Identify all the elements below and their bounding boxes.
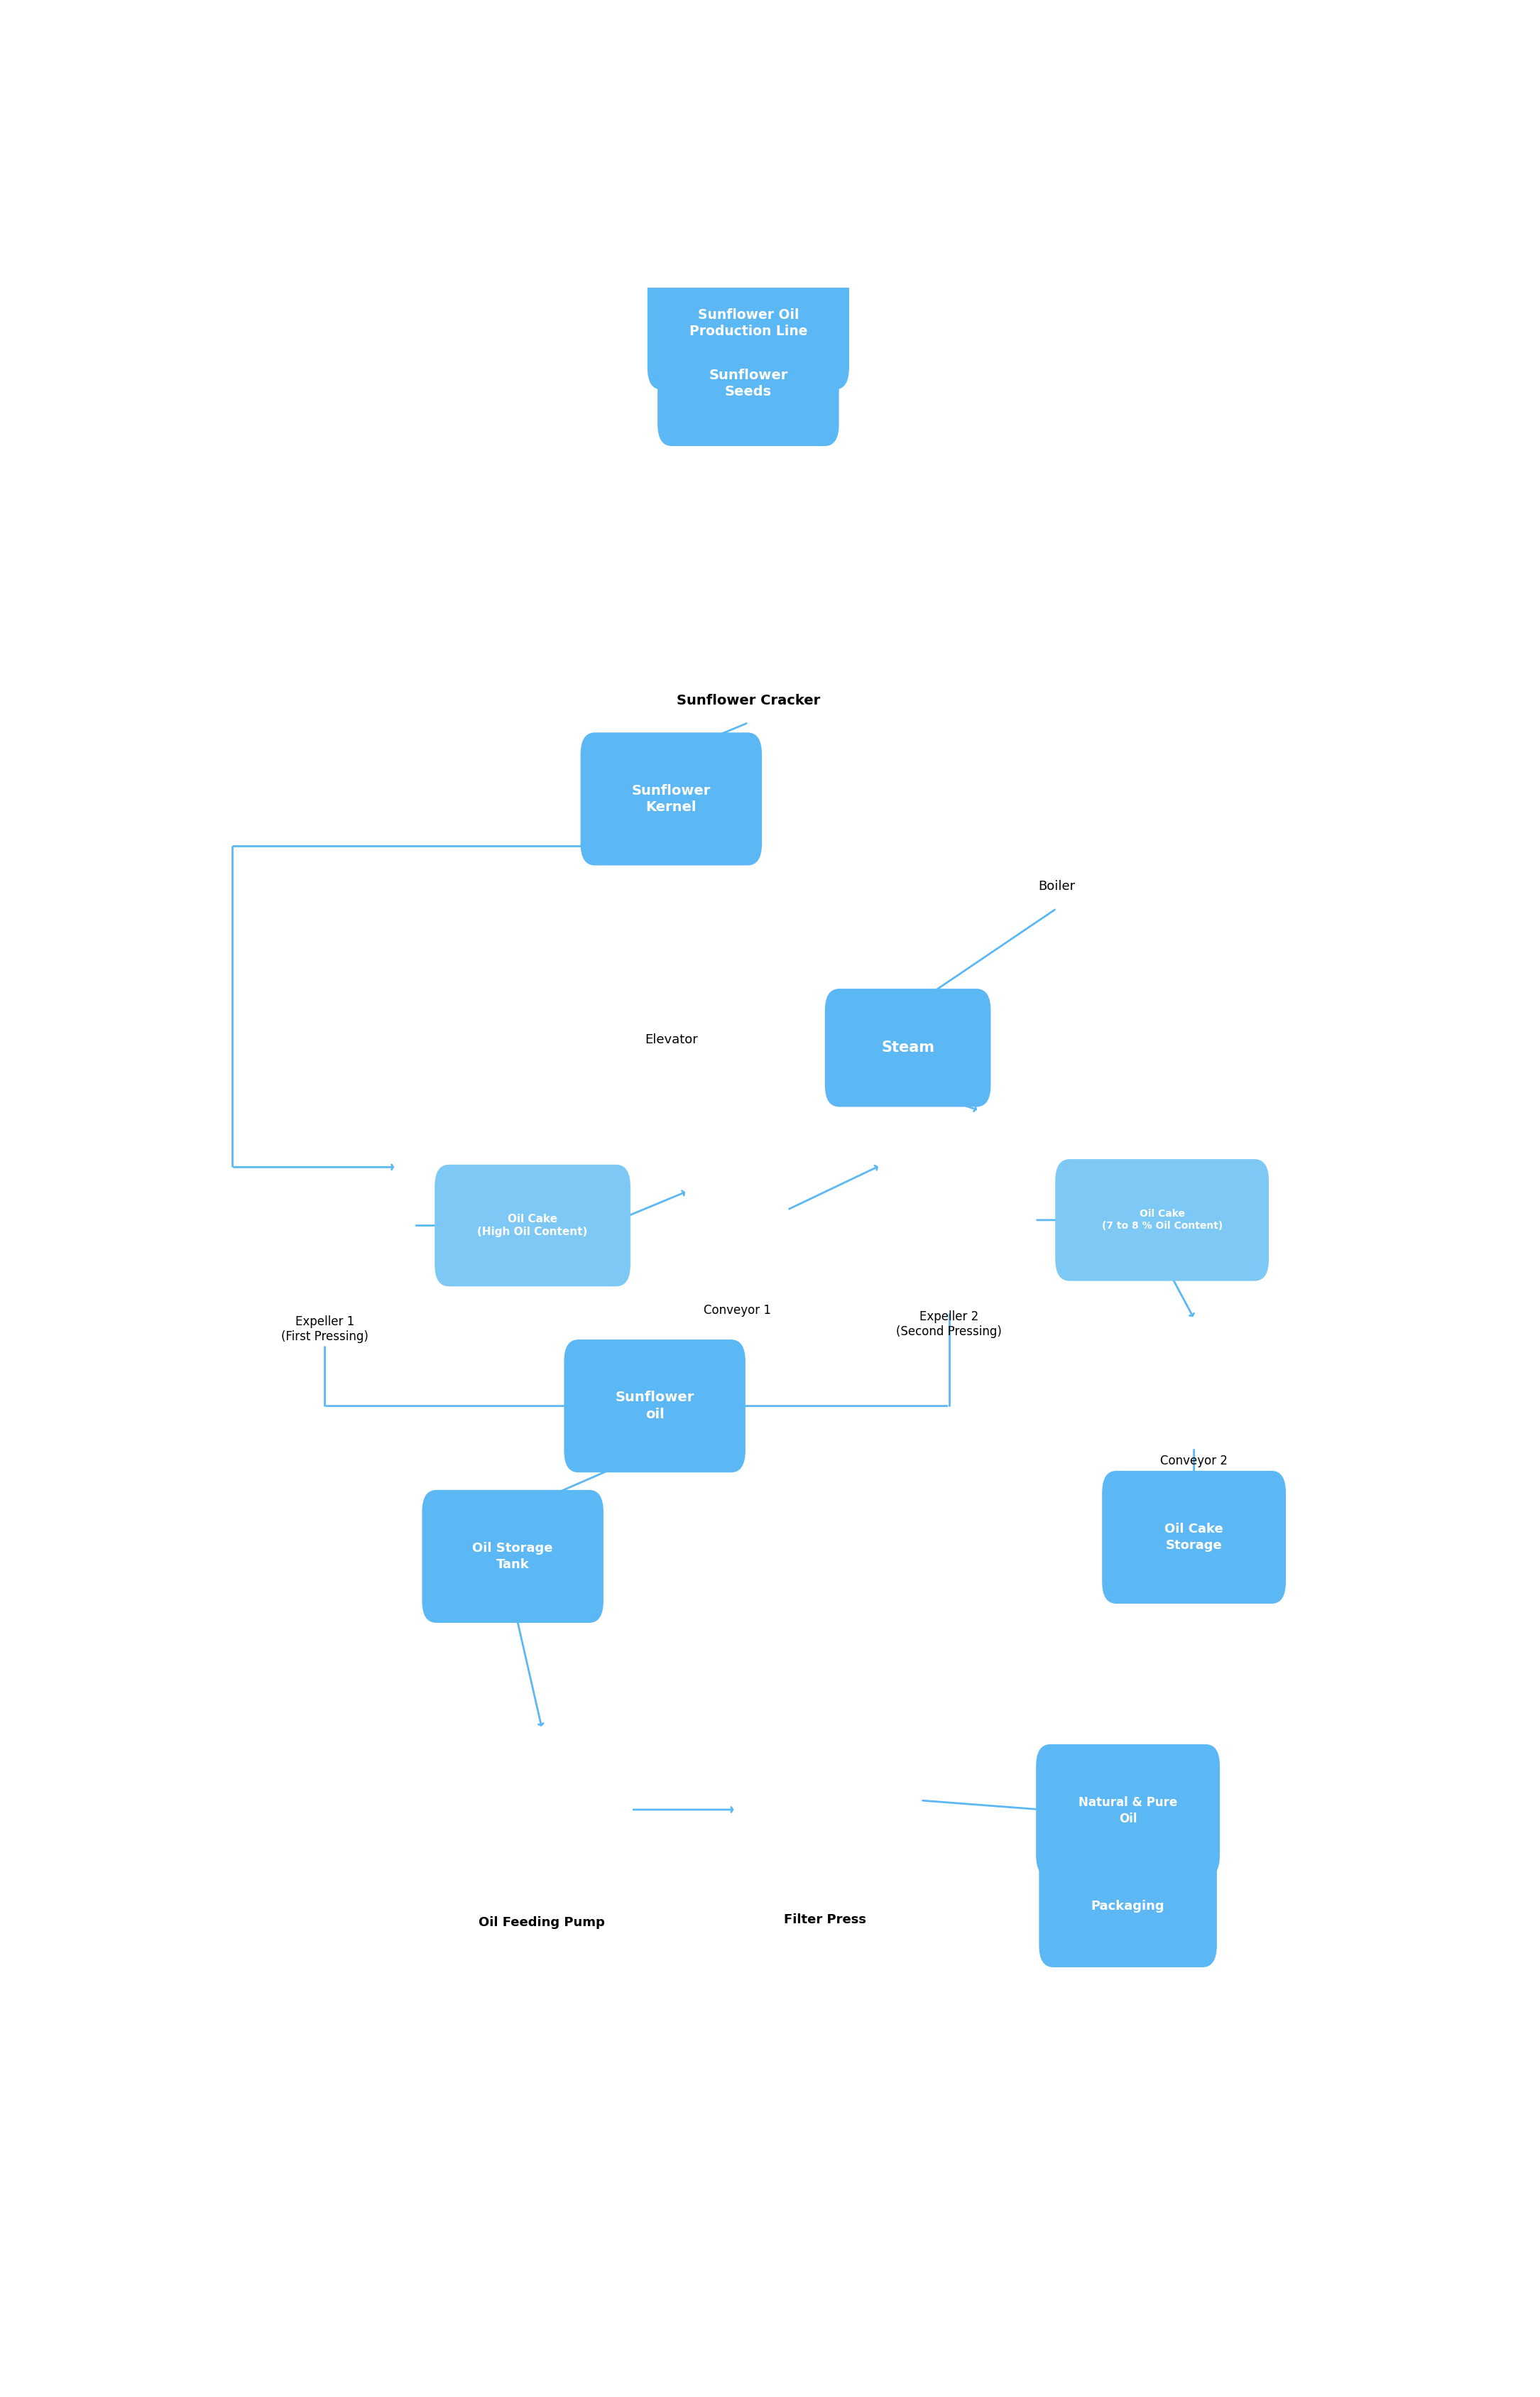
Text: Filter Press: Filter Press: [784, 1913, 867, 1927]
Text: Sunflower Oil
Production Line: Sunflower Oil Production Line: [688, 309, 807, 338]
Text: Oil Cake
(High Oil Content): Oil Cake (High Oil Content): [477, 1213, 588, 1237]
Text: Conveyor 1: Conveyor 1: [704, 1304, 772, 1316]
FancyBboxPatch shape: [564, 1340, 745, 1472]
Text: Sunflower
oil: Sunflower oil: [614, 1390, 695, 1421]
FancyBboxPatch shape: [1055, 1160, 1269, 1280]
Text: Steam: Steam: [881, 1040, 935, 1055]
Text: Boiler: Boiler: [1038, 880, 1075, 892]
Text: Sunflower
Kernel: Sunflower Kernel: [631, 784, 711, 815]
Text: Sunflower Cracker: Sunflower Cracker: [676, 693, 821, 707]
Text: Sunflower
Seeds: Sunflower Seeds: [708, 369, 788, 398]
Text: Conveyor 2: Conveyor 2: [1160, 1455, 1227, 1467]
Text: Oil Cake
Storage: Oil Cake Storage: [1164, 1522, 1223, 1551]
FancyBboxPatch shape: [422, 1491, 604, 1623]
Text: Expeller 2
(Second Pressing): Expeller 2 (Second Pressing): [896, 1311, 1003, 1338]
Text: Oil Storage
Tank: Oil Storage Tank: [473, 1541, 553, 1570]
Text: Expeller 1
(First Pressing): Expeller 1 (First Pressing): [280, 1316, 368, 1342]
FancyBboxPatch shape: [825, 988, 990, 1107]
FancyBboxPatch shape: [1036, 1745, 1220, 1877]
Text: Natural & Pure
Oil: Natural & Pure Oil: [1078, 1795, 1178, 1824]
Text: Elevator: Elevator: [645, 1033, 698, 1045]
FancyBboxPatch shape: [581, 733, 762, 865]
FancyBboxPatch shape: [658, 321, 839, 446]
Text: Oil Cake
(7 to 8 % Oil Content): Oil Cake (7 to 8 % Oil Content): [1101, 1208, 1223, 1232]
Text: Packaging: Packaging: [1092, 1901, 1164, 1913]
Text: Oil Feeding Pump: Oil Feeding Pump: [479, 1915, 605, 1930]
FancyBboxPatch shape: [1040, 1846, 1217, 1968]
FancyBboxPatch shape: [647, 256, 849, 391]
FancyBboxPatch shape: [1103, 1472, 1286, 1604]
FancyBboxPatch shape: [434, 1165, 630, 1287]
